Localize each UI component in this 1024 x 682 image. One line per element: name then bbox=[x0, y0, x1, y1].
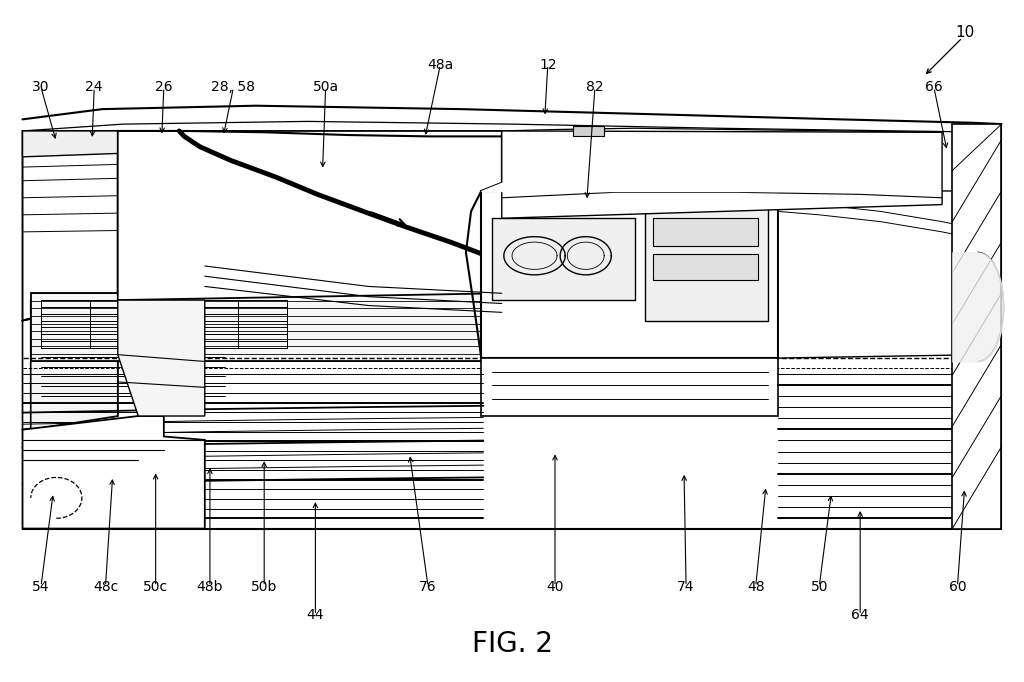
Text: 54: 54 bbox=[32, 580, 50, 593]
Polygon shape bbox=[31, 293, 502, 361]
Polygon shape bbox=[645, 205, 768, 321]
Polygon shape bbox=[23, 300, 118, 430]
Polygon shape bbox=[23, 131, 118, 321]
Text: 10: 10 bbox=[955, 25, 974, 40]
Text: 12: 12 bbox=[539, 58, 557, 72]
Text: 50a: 50a bbox=[312, 80, 339, 94]
Text: 74: 74 bbox=[677, 580, 695, 593]
Polygon shape bbox=[653, 254, 758, 280]
Text: 30: 30 bbox=[32, 80, 50, 94]
Polygon shape bbox=[481, 191, 778, 358]
Text: 76: 76 bbox=[419, 580, 437, 593]
Polygon shape bbox=[23, 131, 118, 157]
Text: FIG. 2: FIG. 2 bbox=[471, 630, 553, 659]
Polygon shape bbox=[492, 218, 635, 300]
Polygon shape bbox=[502, 131, 942, 218]
Text: 82: 82 bbox=[586, 80, 604, 94]
Text: 48b: 48b bbox=[197, 580, 223, 593]
Polygon shape bbox=[778, 191, 983, 358]
Polygon shape bbox=[573, 126, 604, 136]
Polygon shape bbox=[653, 218, 758, 246]
Text: 50c: 50c bbox=[143, 580, 168, 593]
Text: 48c: 48c bbox=[93, 580, 118, 593]
Text: 24: 24 bbox=[85, 80, 103, 94]
Text: 28, 58: 28, 58 bbox=[212, 80, 255, 94]
Text: 50: 50 bbox=[810, 580, 828, 593]
Polygon shape bbox=[952, 124, 1001, 529]
Text: 26: 26 bbox=[155, 80, 173, 94]
Polygon shape bbox=[118, 131, 502, 300]
Polygon shape bbox=[118, 300, 205, 416]
Polygon shape bbox=[31, 300, 118, 430]
Polygon shape bbox=[23, 416, 205, 529]
Polygon shape bbox=[179, 131, 502, 263]
Text: 60: 60 bbox=[948, 580, 967, 593]
Text: 48a: 48a bbox=[427, 58, 454, 72]
Polygon shape bbox=[481, 358, 778, 416]
Text: 40: 40 bbox=[546, 580, 564, 593]
Text: 44: 44 bbox=[306, 608, 325, 622]
Text: 66: 66 bbox=[925, 80, 943, 94]
Text: 48: 48 bbox=[746, 580, 765, 593]
Text: 64: 64 bbox=[851, 608, 869, 622]
Text: 50b: 50b bbox=[251, 580, 278, 593]
